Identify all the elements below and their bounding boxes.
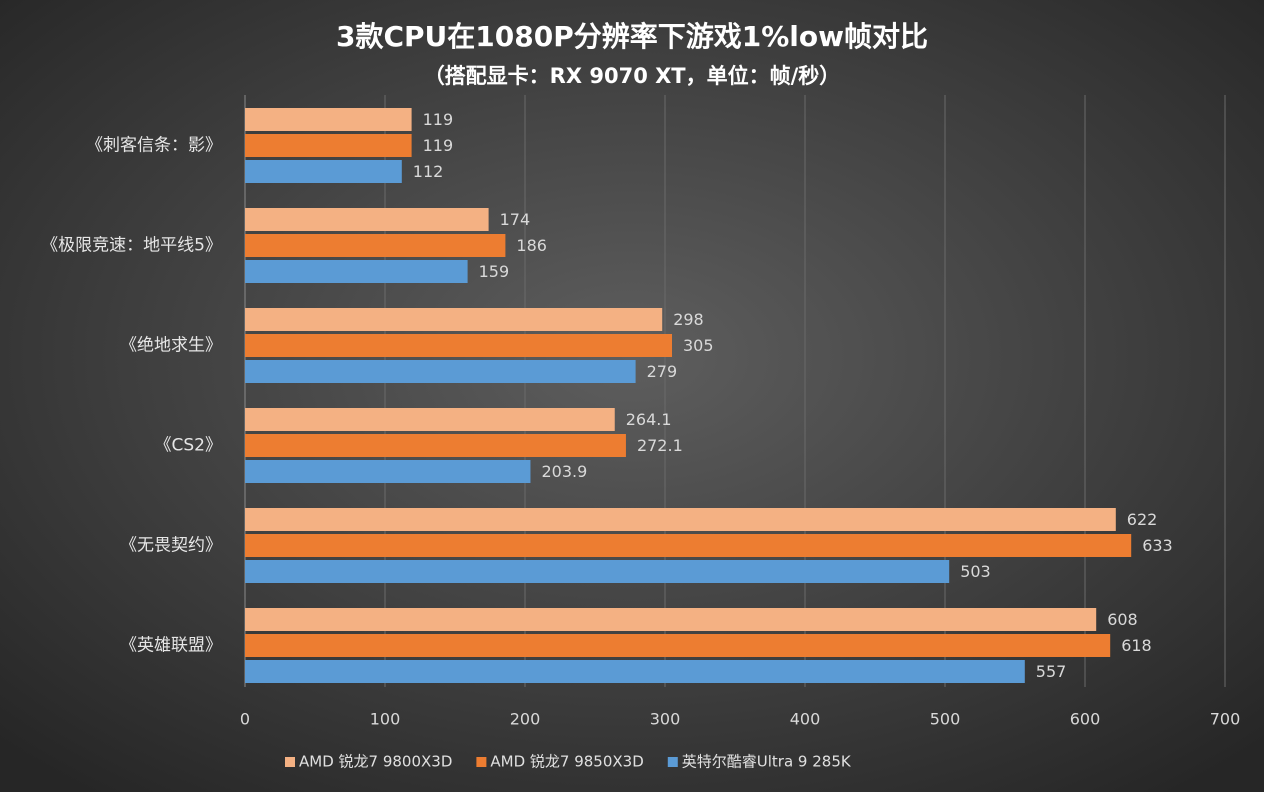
data-label: 305: [683, 336, 714, 355]
legend-label: 英特尔酷睿Ultra 9 285K: [682, 753, 852, 771]
bar: [245, 108, 412, 131]
data-label: 622: [1127, 510, 1158, 529]
bar: [245, 560, 950, 583]
category-label: 《CS2》: [155, 436, 222, 456]
bar: [245, 434, 626, 457]
data-label: 186: [516, 236, 547, 255]
data-label: 112: [413, 162, 444, 181]
bar: [245, 208, 489, 231]
data-label: 272.1: [637, 436, 683, 455]
legend-swatch: [285, 757, 295, 767]
x-tick-label: 500: [930, 710, 961, 729]
data-label: 119: [423, 136, 454, 155]
bar: [245, 260, 468, 283]
x-tick-label: 400: [790, 710, 821, 729]
x-tick-label: 300: [650, 710, 681, 729]
data-label: 279: [647, 362, 678, 381]
data-label: 264.1: [626, 410, 672, 429]
bar: [245, 334, 672, 357]
legend-label: AMD 锐龙7 9800X3D: [299, 753, 452, 771]
bar: [245, 660, 1025, 683]
chart-title: 3款CPU在1080P分辨率下游戏1%low帧对比: [336, 20, 928, 53]
category-label: 《极限竞速：地平线5》: [41, 236, 222, 256]
bar: [245, 460, 531, 483]
data-label: 119: [423, 110, 454, 129]
bar: [245, 360, 636, 383]
data-label: 159: [479, 262, 510, 281]
bar: [245, 134, 412, 157]
legend-swatch: [476, 757, 487, 767]
legend-label: AMD 锐龙7 9850X3D: [490, 753, 643, 771]
x-tick-label: 600: [1070, 710, 1101, 729]
bar: [245, 234, 506, 257]
bar: [245, 160, 402, 183]
data-label: 503: [960, 562, 991, 581]
data-label: 618: [1121, 636, 1152, 655]
x-tick-label: 0: [240, 710, 250, 729]
data-label: 174: [500, 210, 531, 229]
category-label: 《绝地求生》: [120, 336, 222, 356]
x-tick-label: 100: [370, 710, 401, 729]
legend-swatch: [667, 757, 678, 767]
bar: [245, 508, 1116, 531]
x-tick-label: 700: [1210, 710, 1241, 729]
bar: [245, 534, 1132, 557]
bar: [245, 308, 663, 331]
bar: [245, 608, 1097, 631]
category-label: 《无畏契约》: [120, 536, 222, 556]
data-label: 608: [1107, 610, 1138, 629]
bar: [245, 408, 615, 431]
category-label: 《刺客信条：影》: [86, 136, 222, 156]
x-tick-label: 200: [510, 710, 541, 729]
data-label: 557: [1036, 662, 1067, 681]
data-label: 633: [1142, 536, 1173, 555]
data-label: 298: [673, 310, 704, 329]
category-label: 《英雄联盟》: [120, 636, 222, 656]
data-label: 203.9: [541, 462, 587, 481]
bar: [245, 634, 1111, 657]
chart-subtitle: （搭配显卡：RX 9070 XT，单位：帧/秒）: [424, 64, 841, 88]
